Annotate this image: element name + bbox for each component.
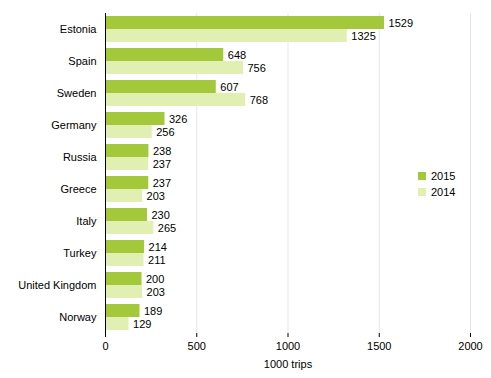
svg-text:0: 0 [102,340,108,352]
svg-text:Sweden: Sweden [57,87,97,99]
svg-text:Germany: Germany [51,119,97,131]
svg-text:Italy: Italy [76,215,97,227]
svg-text:1000 trips: 1000 trips [264,358,313,370]
html-text:2014: 2014 [431,186,456,198]
svg-text:326: 326 [169,113,187,125]
svg-text:211: 211 [148,254,166,266]
svg-text:500: 500 [188,340,206,352]
svg-text:200: 200 [146,273,164,285]
svg-text:256: 256 [156,126,174,138]
svg-text:Russia: Russia [63,151,98,163]
svg-text:129: 129 [133,318,151,330]
svg-text:Greece: Greece [60,183,96,195]
svg-text:230: 230 [151,209,169,221]
svg-text:Norway: Norway [59,311,97,323]
svg-text:1000: 1000 [276,340,300,352]
svg-text:2000: 2000 [458,340,482,352]
svg-text:189: 189 [144,305,162,317]
svg-text:United Kingdom: United Kingdom [18,279,96,291]
svg-text:Spain: Spain [68,55,96,67]
svg-text:265: 265 [158,222,176,234]
svg-text:237: 237 [153,158,171,170]
svg-text:1500: 1500 [367,340,391,352]
svg-text:203: 203 [147,286,165,298]
svg-text:237: 237 [153,177,171,189]
svg-text:1325: 1325 [351,30,375,42]
svg-text:648: 648 [228,49,246,61]
svg-text:756: 756 [247,62,265,74]
svg-text:1529: 1529 [389,17,413,29]
svg-text:203: 203 [147,190,165,202]
svg-text:238: 238 [153,145,171,157]
html-text:2015: 2015 [431,170,456,182]
svg-text:607: 607 [220,81,238,93]
svg-text:Estonia: Estonia [60,23,98,35]
svg-text:Turkey: Turkey [63,247,97,259]
svg-text:214: 214 [149,241,167,253]
svg-text:768: 768 [250,94,268,106]
